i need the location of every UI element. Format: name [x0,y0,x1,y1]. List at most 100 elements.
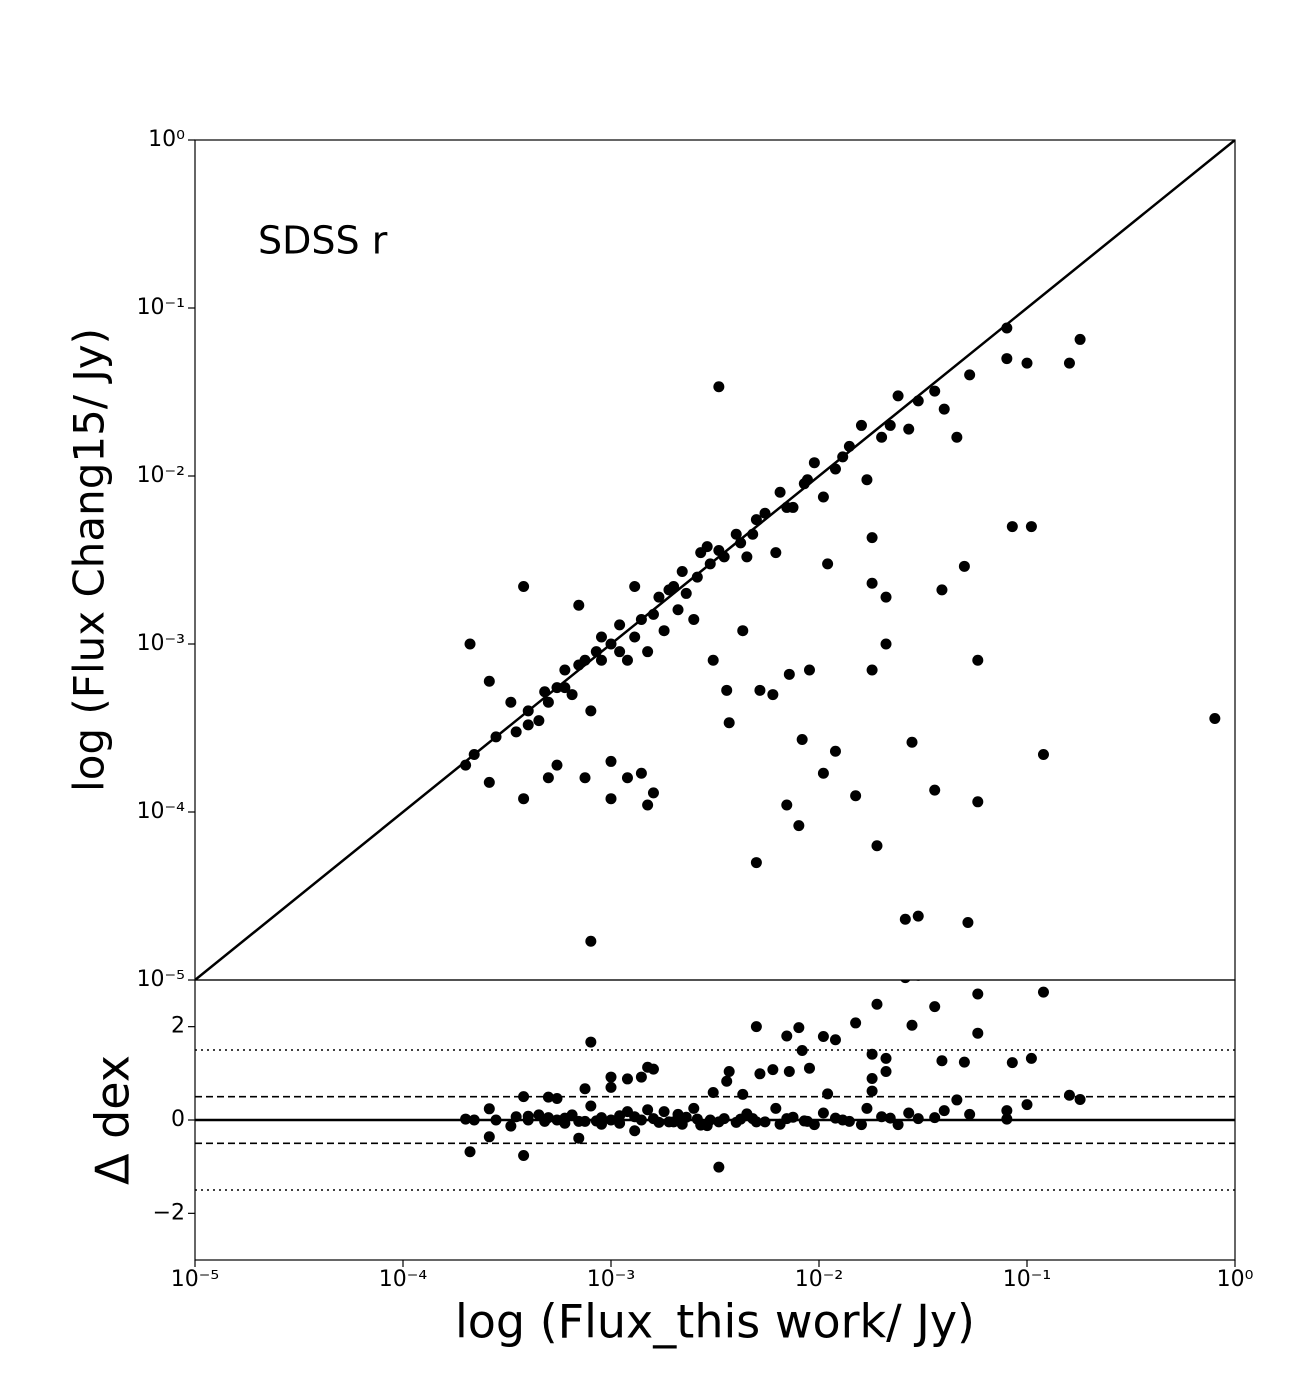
point [721,684,733,696]
point [843,1115,855,1127]
point [658,625,670,637]
point [892,1119,904,1131]
point [505,1120,517,1132]
point [906,1019,918,1031]
point [803,1062,815,1074]
point [647,787,659,799]
point [1063,1089,1075,1101]
point [972,796,984,808]
point [464,1146,476,1158]
x-tick-label: 10⁻² [795,1267,843,1292]
point [573,1132,585,1144]
point [559,664,571,676]
point [737,625,749,637]
point [787,501,799,513]
point [490,731,502,743]
point [796,1044,808,1056]
point [850,790,862,802]
point [663,584,675,596]
point [735,537,747,549]
point [460,1113,472,1125]
point [542,772,554,784]
point [605,1071,617,1083]
point [691,1113,703,1125]
point [958,1056,970,1068]
point [688,1102,700,1114]
point [533,715,545,727]
point [962,957,973,968]
point [803,664,815,676]
point [614,646,626,658]
point [929,1001,941,1013]
x-tick-label: 10⁻³ [587,1267,635,1292]
point [866,664,878,676]
point [551,759,563,771]
point [929,1112,941,1124]
identity-line [195,140,1235,980]
point [770,547,782,559]
point [837,451,849,463]
x-tick-label: 10⁰ [1217,1267,1254,1292]
point [621,1073,633,1085]
point [747,528,759,540]
point [936,584,948,596]
point [912,395,924,407]
point [861,474,873,486]
point [542,1091,554,1103]
point [1001,1105,1013,1117]
x-tick-label: 10⁻¹ [1003,1267,1051,1292]
point [723,717,735,729]
point [672,604,684,616]
point [759,1116,771,1128]
point [929,784,941,796]
point [707,1086,719,1098]
point [676,566,688,578]
point [539,1115,551,1127]
point [884,419,896,431]
point [483,675,495,687]
x-axis-label: log (Flux_this work/ Jy) [455,1295,975,1349]
point [566,689,578,701]
point [962,916,974,928]
point [585,705,597,717]
point [647,1113,659,1125]
point [1063,357,1075,369]
point [793,820,805,832]
point [903,423,915,435]
point [522,705,534,717]
point [770,1102,782,1114]
bottom-plot-area [195,957,1235,1191]
point [781,799,793,811]
point [880,1052,892,1064]
point [621,654,633,666]
point [647,1063,659,1075]
point [595,631,607,643]
point [972,988,984,1000]
point [747,1113,759,1125]
point [585,935,597,947]
point [713,1116,725,1128]
point [542,696,554,708]
point [730,528,742,540]
point [1001,322,1013,334]
point [906,736,918,748]
point [1025,1052,1037,1064]
point [1037,748,1049,760]
point [1074,1093,1086,1105]
point [793,1022,805,1034]
point [707,654,719,666]
point [767,1064,779,1076]
point [972,654,984,666]
point [861,1102,873,1114]
point [822,1088,834,1100]
point [750,514,762,526]
point [750,857,762,869]
point [903,1107,915,1119]
y-tick-label: 2 [171,1014,185,1039]
point [635,1071,647,1083]
point [642,799,654,811]
point [951,431,963,443]
point [754,684,766,696]
point [510,726,522,738]
point [642,646,654,658]
